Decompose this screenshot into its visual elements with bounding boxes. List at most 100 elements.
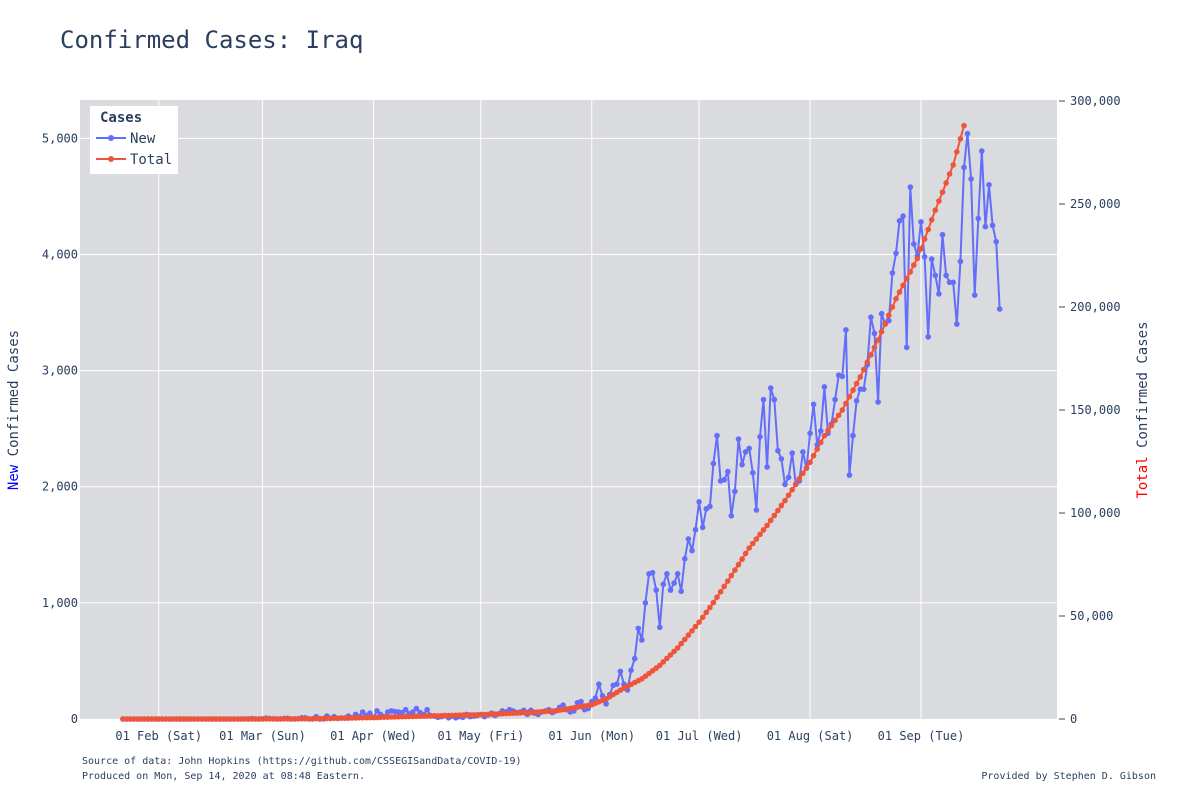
total-cases-point [682,636,688,643]
new-cases-point [735,436,742,442]
new-cases-point [957,258,964,265]
new-cases-point [850,432,856,439]
x-tick-label: 01 Jun (Mon) [548,729,635,743]
new-cases-point [918,219,924,225]
footer-provided: Provided by Stephen D. Gibson [981,771,1156,782]
total-cases-point [760,527,767,533]
new-cases-point [860,386,867,393]
new-cases-point [928,256,935,262]
total-cases-point [710,599,717,606]
total-cases-point [896,289,903,295]
series-markers [120,122,1003,722]
new-cases-point [800,449,806,455]
total-cases-point [821,433,828,439]
new-cases-point [875,399,881,405]
legend-item-total[interactable]: Total [96,152,172,168]
new-cases-point [653,587,659,593]
total-cases-point [961,122,967,129]
total-cases-point [853,380,860,387]
new-cases-point [410,709,416,715]
total-cases-point [807,459,813,466]
new-cases-point [603,701,609,707]
total-cases-point [685,632,692,638]
new-cases-point [685,536,692,542]
new-cases-point [628,667,634,673]
y-right-axis-ticks: 0 50,000 100,000 150,000 200,000 250,000 300,0… [1059,94,1121,726]
new-cases-point [753,507,760,513]
total-cases-point [793,481,799,488]
new-cases-point [921,253,928,260]
total-cases-point [742,550,749,557]
new-cases-point [614,681,620,687]
total-cases-point [928,217,935,223]
y-left-tick-label: 4,000 [42,247,78,261]
new-cases-point [767,385,774,391]
total-cases-point [810,452,817,459]
total-cases-point [746,545,752,551]
y-right-title-prefix: Total [1135,456,1151,498]
total-cases-point [664,655,670,662]
chart-title: Confirmed Cases: Iraq [60,26,364,54]
legend-item-new[interactable]: New [96,131,156,147]
new-cases-point [560,702,566,708]
y-right-tick-label: 100,000 [1070,506,1121,520]
total-cases-point [689,628,695,634]
new-cases-point [596,681,602,687]
new-cases-point [878,310,885,317]
footer-source: Source of data: John Hopkins (https://gi… [82,756,522,767]
total-cases-point [835,412,842,419]
footer-produced: Produced on Mon, Sep 14, 2020 at 08:48 E… [82,771,365,782]
new-cases-point [925,334,931,340]
new-cases-point [682,555,688,562]
y-left-axis-ticks: 0 1,000 2,000 3,000 4,000 5,000 [42,131,78,726]
total-cases-point [778,502,785,509]
total-cases-point [764,522,770,529]
new-cases-point [911,241,917,247]
total-cases-point [785,492,792,499]
total-cases-point [732,567,738,573]
new-cases-point [989,222,996,229]
new-cases-point [578,698,584,705]
total-cases-point [832,417,838,424]
y-right-axis-title: Total Confirmed Cases [1135,321,1151,498]
new-cases-point [950,279,956,286]
new-cases-point [818,428,824,434]
total-cases-point [692,623,699,630]
total-cases-point [911,262,917,268]
y-right-tick-label: 50,000 [1070,609,1113,623]
new-cases-point [760,396,767,403]
legend-box [90,106,178,174]
x-tick-label: 01 Mar (Sun) [219,729,306,743]
x-tick-label: 01 Aug (Sat) [767,729,854,743]
x-tick-label: 01 Apr (Wed) [330,729,417,743]
y-left-tick-label: 1,000 [42,596,78,610]
new-cases-point [975,215,982,222]
new-cases-point [846,472,853,478]
new-cases-point [664,571,670,577]
new-cases-point [707,503,713,510]
total-cases-point [735,561,742,568]
new-cases-point [657,624,663,631]
legend[interactable]: Cases New Total [90,106,178,174]
y-left-tick-label: 0 [71,712,78,726]
new-cases-point [832,396,838,403]
new-cases-point [642,600,649,606]
total-cases-point [753,536,760,542]
new-cases-point [943,272,949,279]
total-cases-point [850,387,856,394]
total-cases-point [699,614,706,621]
plot-background [80,100,1057,719]
total-cases-point [660,659,667,665]
new-cases-point [996,306,1003,312]
total-cases-point [739,556,745,562]
new-cases-point [778,456,785,462]
new-cases-point [757,434,763,440]
total-cases-point [789,486,795,493]
new-cases-point [954,321,960,327]
new-cases-point [367,710,373,716]
y-right-tick-label: 250,000 [1070,197,1121,211]
gridlines [80,100,1057,719]
total-cases-point [868,352,874,358]
new-cases-point [739,461,745,468]
total-cases-point [703,609,710,616]
